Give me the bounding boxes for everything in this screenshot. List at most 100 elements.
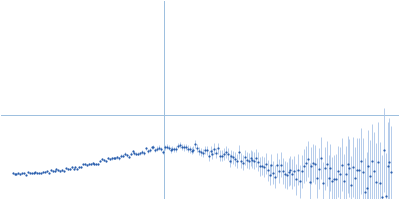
Point [240, 161, 246, 164]
Point [51, 169, 58, 173]
Point [133, 152, 140, 155]
Point [342, 173, 349, 176]
Point [144, 149, 151, 152]
Point [262, 162, 269, 165]
Point [152, 148, 158, 151]
Point [89, 161, 96, 165]
Point [103, 159, 109, 162]
Point [148, 146, 155, 149]
Point [139, 150, 145, 153]
Point [124, 154, 130, 157]
Point [261, 165, 267, 168]
Point [264, 169, 271, 172]
Point [93, 163, 100, 166]
Point [17, 172, 24, 176]
Point [299, 170, 305, 173]
Point [322, 167, 328, 170]
Point [253, 157, 260, 160]
Point [204, 149, 210, 152]
Point [10, 171, 16, 174]
Point [173, 147, 180, 150]
Point [38, 172, 44, 175]
Point [196, 149, 202, 153]
Point [369, 160, 376, 163]
Point [352, 176, 358, 179]
Point [306, 180, 313, 183]
Point [25, 171, 31, 174]
Point [270, 171, 276, 175]
Point [169, 147, 176, 150]
Point [356, 169, 362, 172]
Point [244, 158, 250, 161]
Point [230, 156, 236, 159]
Point [200, 152, 206, 155]
Point [310, 161, 316, 164]
Point [32, 171, 39, 174]
Point [116, 157, 122, 160]
Point [354, 168, 360, 171]
Point [268, 164, 275, 167]
Point [380, 148, 387, 152]
Point [226, 159, 233, 162]
Point [70, 167, 77, 171]
Point [278, 163, 284, 166]
Point [160, 150, 166, 153]
Point [106, 157, 113, 160]
Point [63, 167, 69, 170]
Point [186, 148, 193, 151]
Point [15, 172, 22, 175]
Point [11, 172, 18, 176]
Point [162, 146, 168, 149]
Point [215, 147, 221, 150]
Point [114, 156, 120, 159]
Point [375, 160, 381, 163]
Point [255, 160, 261, 163]
Point [209, 153, 216, 156]
Point [304, 158, 311, 161]
Point [171, 148, 178, 151]
Point [179, 145, 185, 149]
Point [373, 180, 379, 183]
Point [367, 175, 374, 178]
Point [120, 154, 126, 157]
Point [339, 163, 345, 166]
Point [325, 176, 332, 179]
Point [72, 165, 79, 168]
Point [108, 157, 115, 160]
Point [224, 152, 231, 156]
Point [175, 144, 182, 147]
Point [118, 154, 124, 157]
Point [13, 172, 20, 175]
Point [327, 166, 334, 169]
Point [289, 172, 296, 176]
Point [228, 155, 235, 158]
Point [84, 164, 90, 167]
Point [48, 168, 54, 172]
Point [358, 160, 364, 163]
Point [335, 170, 341, 173]
Point [346, 166, 353, 170]
Point [78, 166, 84, 169]
Point [188, 149, 195, 152]
Point [143, 147, 149, 150]
Point [257, 165, 263, 168]
Point [302, 162, 309, 165]
Point [50, 169, 56, 173]
Point [308, 164, 315, 167]
Point [285, 170, 292, 173]
Point [232, 158, 238, 161]
Point [181, 146, 187, 149]
Point [333, 178, 339, 181]
Point [242, 156, 248, 159]
Point [95, 162, 102, 165]
Point [21, 172, 27, 175]
Point [282, 173, 288, 176]
Point [295, 168, 301, 171]
Point [293, 177, 299, 181]
Point [44, 170, 50, 173]
Point [280, 169, 286, 172]
Point [344, 163, 351, 166]
Point [337, 172, 343, 175]
Point [371, 169, 378, 172]
Point [377, 181, 383, 184]
